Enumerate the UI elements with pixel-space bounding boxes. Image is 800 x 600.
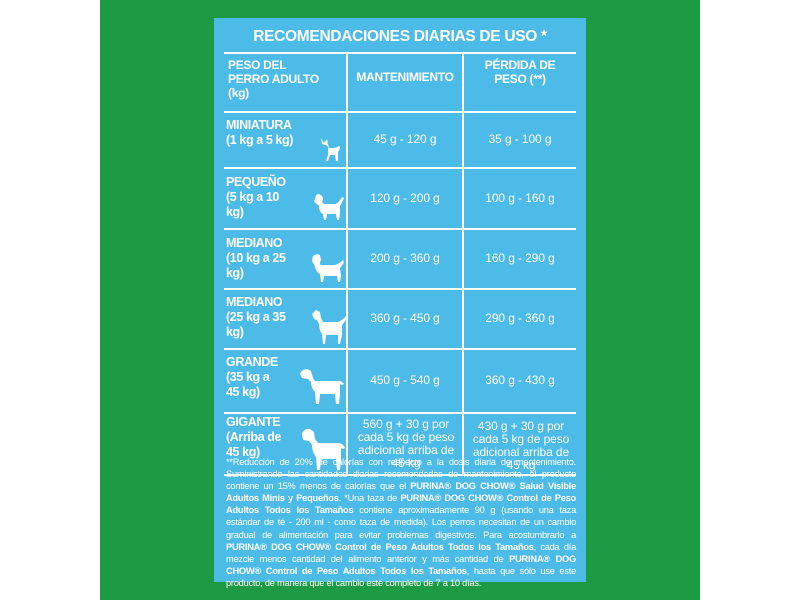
row-label: PEQUEÑO (5 kg a 10 kg) bbox=[226, 175, 286, 219]
table-line bbox=[224, 288, 576, 290]
pointer-icon bbox=[312, 310, 347, 344]
row-label: MEDIANO (10 kg a 25 kg) bbox=[226, 236, 286, 280]
header-weight-loss: PÉRDIDA DE PESO (**) bbox=[484, 58, 556, 86]
table-line bbox=[224, 348, 576, 350]
row-weight-loss: 35 g - 100 g bbox=[488, 132, 552, 146]
row-label: MINIATURA (1 kg a 5 kg) bbox=[226, 118, 294, 147]
row-label: GRANDE (35 kg a 45 kg) bbox=[226, 355, 278, 399]
terrier-icon bbox=[314, 194, 344, 220]
table-line bbox=[224, 474, 576, 476]
row-label: GIGANTE (Arriba de 45 kg) bbox=[226, 415, 282, 459]
table-line bbox=[224, 111, 576, 113]
row-weight-loss: 100 g - 160 g bbox=[485, 191, 555, 205]
table-line bbox=[346, 52, 348, 476]
chihuahua-icon bbox=[321, 138, 340, 161]
panel-title: RECOMENDACIONES DIARIAS DE USO * bbox=[253, 28, 547, 45]
row-maintenance: 45 g - 120 g bbox=[373, 132, 437, 146]
row-maintenance: 450 g - 540 g bbox=[370, 373, 440, 387]
row-weight-loss: 430 g + 30 g por cada 5 kg de peso adici… bbox=[472, 419, 570, 472]
table-line bbox=[224, 412, 576, 414]
table-line bbox=[224, 228, 576, 230]
header-maintenance: MANTENIMIENTO bbox=[356, 70, 454, 84]
row-label: MEDIANO (25 kg a 35 kg) bbox=[226, 295, 286, 339]
spaniel-icon bbox=[312, 254, 344, 282]
recommendations-panel: RECOMENDACIONES DIARIAS DE USO * PESO DE… bbox=[214, 18, 586, 588]
table-line bbox=[224, 167, 576, 169]
mastiff-icon bbox=[302, 428, 345, 470]
table-line bbox=[224, 52, 576, 54]
row-maintenance: 120 g - 200 g bbox=[370, 191, 440, 205]
labrador-icon bbox=[300, 369, 344, 404]
row-maintenance: 560 g + 30 g por cada 5 kg de peso adici… bbox=[357, 417, 455, 470]
header-weight: PESO DEL PERRO ADULTO (kg) bbox=[228, 58, 319, 100]
footnote: **Reducción de 20% de calorías con respe… bbox=[226, 457, 576, 588]
row-weight-loss: 360 g - 430 g bbox=[485, 373, 555, 387]
row-maintenance: 360 g - 450 g bbox=[370, 311, 440, 325]
row-maintenance: 200 g - 360 g bbox=[370, 251, 440, 265]
row-weight-loss: 160 g - 290 g bbox=[485, 251, 555, 265]
table-line bbox=[462, 52, 464, 476]
row-weight-loss: 290 g - 360 g bbox=[485, 311, 555, 325]
